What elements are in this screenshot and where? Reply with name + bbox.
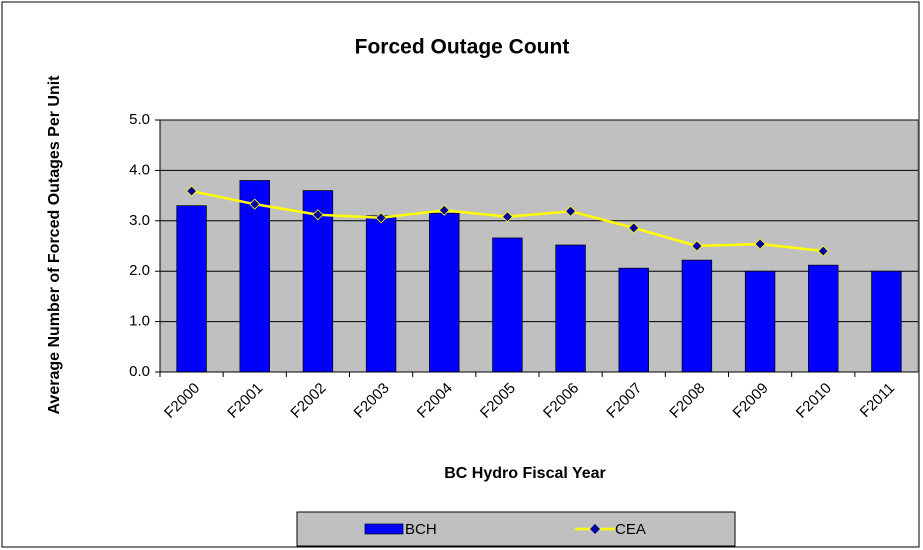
x-axis-title: BC Hydro Fiscal Year [444, 465, 606, 482]
y-tick-label: 4.0 [129, 161, 150, 178]
y-tick-label: 1.0 [129, 313, 150, 330]
bar [618, 267, 649, 373]
plot-area [159, 119, 919, 373]
chart-title: Forced Outage Count [355, 36, 570, 59]
marker [628, 222, 640, 234]
legend-label: BCH [405, 521, 437, 538]
legend [296, 511, 736, 547]
bar [808, 264, 839, 373]
y-tick-label: 5.0 [129, 111, 150, 128]
marker [754, 238, 766, 250]
marker [186, 185, 198, 197]
y-axis-title: Average Number of Forced Outages Per Uni… [46, 75, 63, 415]
marker [501, 211, 513, 223]
bar [239, 180, 270, 373]
marker [438, 204, 450, 216]
marker [565, 205, 577, 217]
y-tick-label: 3.0 [129, 212, 150, 229]
marker [312, 209, 324, 221]
y-tick-label: 2.0 [129, 262, 150, 279]
marker [249, 198, 261, 210]
marker [375, 212, 387, 224]
bar [744, 270, 776, 373]
bar [492, 237, 523, 373]
bar [176, 205, 207, 373]
bar [871, 270, 902, 373]
y-tick-label: 0.0 [129, 363, 150, 380]
legend-label: CEA [615, 521, 646, 538]
legend-marker [590, 524, 600, 534]
bar [681, 259, 713, 373]
marker [691, 240, 703, 252]
bar [429, 212, 460, 373]
bar [555, 244, 586, 373]
marker [817, 245, 829, 257]
legend-swatch [364, 523, 404, 535]
bar [302, 190, 334, 373]
bar [365, 215, 397, 373]
